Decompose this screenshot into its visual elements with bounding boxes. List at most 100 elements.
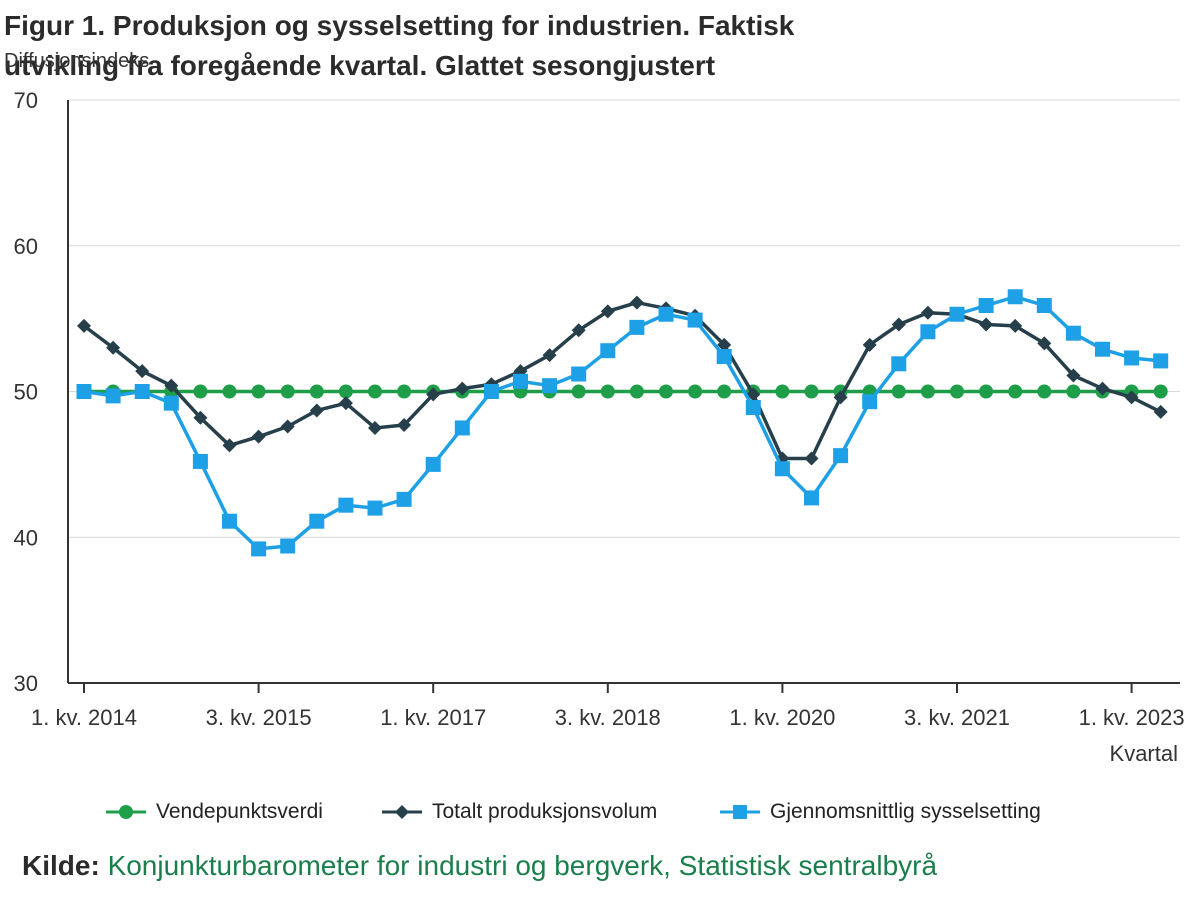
data-point bbox=[920, 384, 935, 399]
data-point bbox=[600, 384, 615, 399]
data-point bbox=[571, 323, 586, 338]
legend-item-vendepunktsverdi: Vendepunktsverdi bbox=[106, 800, 323, 824]
data-point bbox=[1153, 404, 1168, 419]
axes: 30 40 50 60 70 1. kv. 2014 3. kv. 2015 1. kv. 2… bbox=[14, 88, 1185, 766]
data-point bbox=[1066, 384, 1081, 399]
series-line bbox=[83, 295, 1161, 551]
data-point bbox=[1008, 384, 1023, 399]
data-point bbox=[891, 356, 907, 372]
data-point bbox=[193, 410, 208, 425]
data-point bbox=[105, 388, 121, 404]
data-point bbox=[251, 384, 266, 399]
data-point bbox=[397, 418, 412, 433]
data-point bbox=[1065, 325, 1081, 341]
x-tick-label: 1. kv. 2023 bbox=[1079, 705, 1185, 730]
data-point bbox=[309, 513, 325, 529]
data-point bbox=[251, 429, 266, 444]
data-point bbox=[222, 384, 237, 399]
x-tick-label: 3. kv. 2015 bbox=[206, 705, 312, 730]
data-point bbox=[134, 384, 150, 399]
square-marker-icon bbox=[720, 805, 760, 819]
data-point bbox=[862, 337, 877, 352]
x-tick-label: 1. kv. 2020 bbox=[729, 705, 835, 730]
data-point bbox=[1095, 381, 1110, 396]
data-point bbox=[338, 384, 353, 399]
data-point bbox=[1066, 368, 1081, 383]
x-axis-label: Kvartal bbox=[1110, 741, 1178, 766]
series bbox=[76, 289, 1169, 557]
data-point bbox=[891, 317, 906, 332]
data-point bbox=[309, 403, 324, 418]
source-note: Kilde: Konjunkturbarometer for industri … bbox=[22, 850, 937, 882]
data-point bbox=[368, 384, 382, 399]
data-point bbox=[1037, 384, 1052, 399]
data-point bbox=[135, 364, 150, 379]
data-point bbox=[1008, 318, 1023, 333]
data-point bbox=[251, 541, 267, 557]
data-point bbox=[804, 490, 819, 506]
data-point bbox=[455, 381, 470, 396]
legend: Vendepunktsverdi Totalt produksjonsvolum… bbox=[0, 800, 1200, 832]
legend-item-sysselsetting: Gjennomsnittlig sysselsetting bbox=[720, 800, 1041, 824]
data-point bbox=[1153, 384, 1168, 399]
data-point bbox=[716, 349, 732, 365]
data-point bbox=[774, 461, 790, 477]
series-vendepunkt bbox=[77, 384, 1168, 399]
data-point bbox=[600, 343, 616, 359]
data-point bbox=[658, 306, 674, 322]
data-point bbox=[542, 348, 557, 363]
data-point bbox=[804, 451, 819, 466]
data-point bbox=[891, 384, 906, 399]
data-point bbox=[309, 384, 324, 399]
data-point bbox=[542, 378, 558, 394]
data-point bbox=[280, 538, 296, 554]
data-point bbox=[513, 373, 528, 389]
data-point bbox=[164, 378, 179, 393]
series-line bbox=[82, 300, 1162, 461]
data-point bbox=[775, 384, 790, 399]
data-point bbox=[76, 384, 92, 399]
data-point bbox=[979, 317, 994, 332]
data-point bbox=[920, 324, 936, 340]
legend-label: Vendepunktsverdi bbox=[156, 800, 323, 823]
data-point bbox=[862, 394, 878, 410]
series-sysselsetting bbox=[76, 289, 1169, 557]
data-point bbox=[1007, 289, 1023, 305]
y-tick-label: 70 bbox=[14, 88, 38, 113]
data-point bbox=[571, 384, 586, 399]
data-point bbox=[1124, 350, 1140, 366]
data-point bbox=[106, 340, 121, 355]
data-point bbox=[717, 337, 732, 352]
circle-marker-icon bbox=[106, 805, 146, 819]
data-point bbox=[193, 384, 208, 399]
data-point bbox=[833, 390, 848, 405]
x-tick-label: 3. kv. 2018 bbox=[555, 705, 661, 730]
data-point bbox=[833, 448, 849, 464]
data-point bbox=[367, 500, 383, 516]
data-point bbox=[687, 312, 703, 328]
data-point bbox=[338, 497, 354, 513]
y-tick-label: 60 bbox=[14, 234, 38, 259]
data-point bbox=[368, 420, 382, 435]
data-point bbox=[425, 456, 441, 472]
data-point bbox=[1095, 341, 1110, 357]
y-tick-label: 50 bbox=[14, 380, 38, 405]
data-point bbox=[1153, 353, 1169, 369]
y-tick-label: 30 bbox=[14, 671, 38, 696]
x-tick-label: 1. kv. 2014 bbox=[31, 705, 137, 730]
data-point bbox=[280, 384, 295, 399]
chart-title: Figur 1. Produksjon og sysselsetting for… bbox=[4, 10, 795, 81]
data-point bbox=[396, 491, 412, 507]
y-tick-label: 40 bbox=[14, 525, 38, 550]
data-point bbox=[804, 384, 819, 399]
data-point bbox=[454, 420, 470, 436]
y-axis-label: Diffusjonsindeks bbox=[4, 50, 150, 72]
data-point bbox=[950, 384, 964, 399]
data-point bbox=[1037, 336, 1052, 351]
data-point bbox=[1124, 390, 1139, 405]
data-point bbox=[979, 384, 994, 399]
data-point bbox=[717, 384, 732, 399]
data-point bbox=[629, 384, 644, 399]
data-point bbox=[397, 384, 412, 399]
data-point bbox=[222, 513, 237, 529]
